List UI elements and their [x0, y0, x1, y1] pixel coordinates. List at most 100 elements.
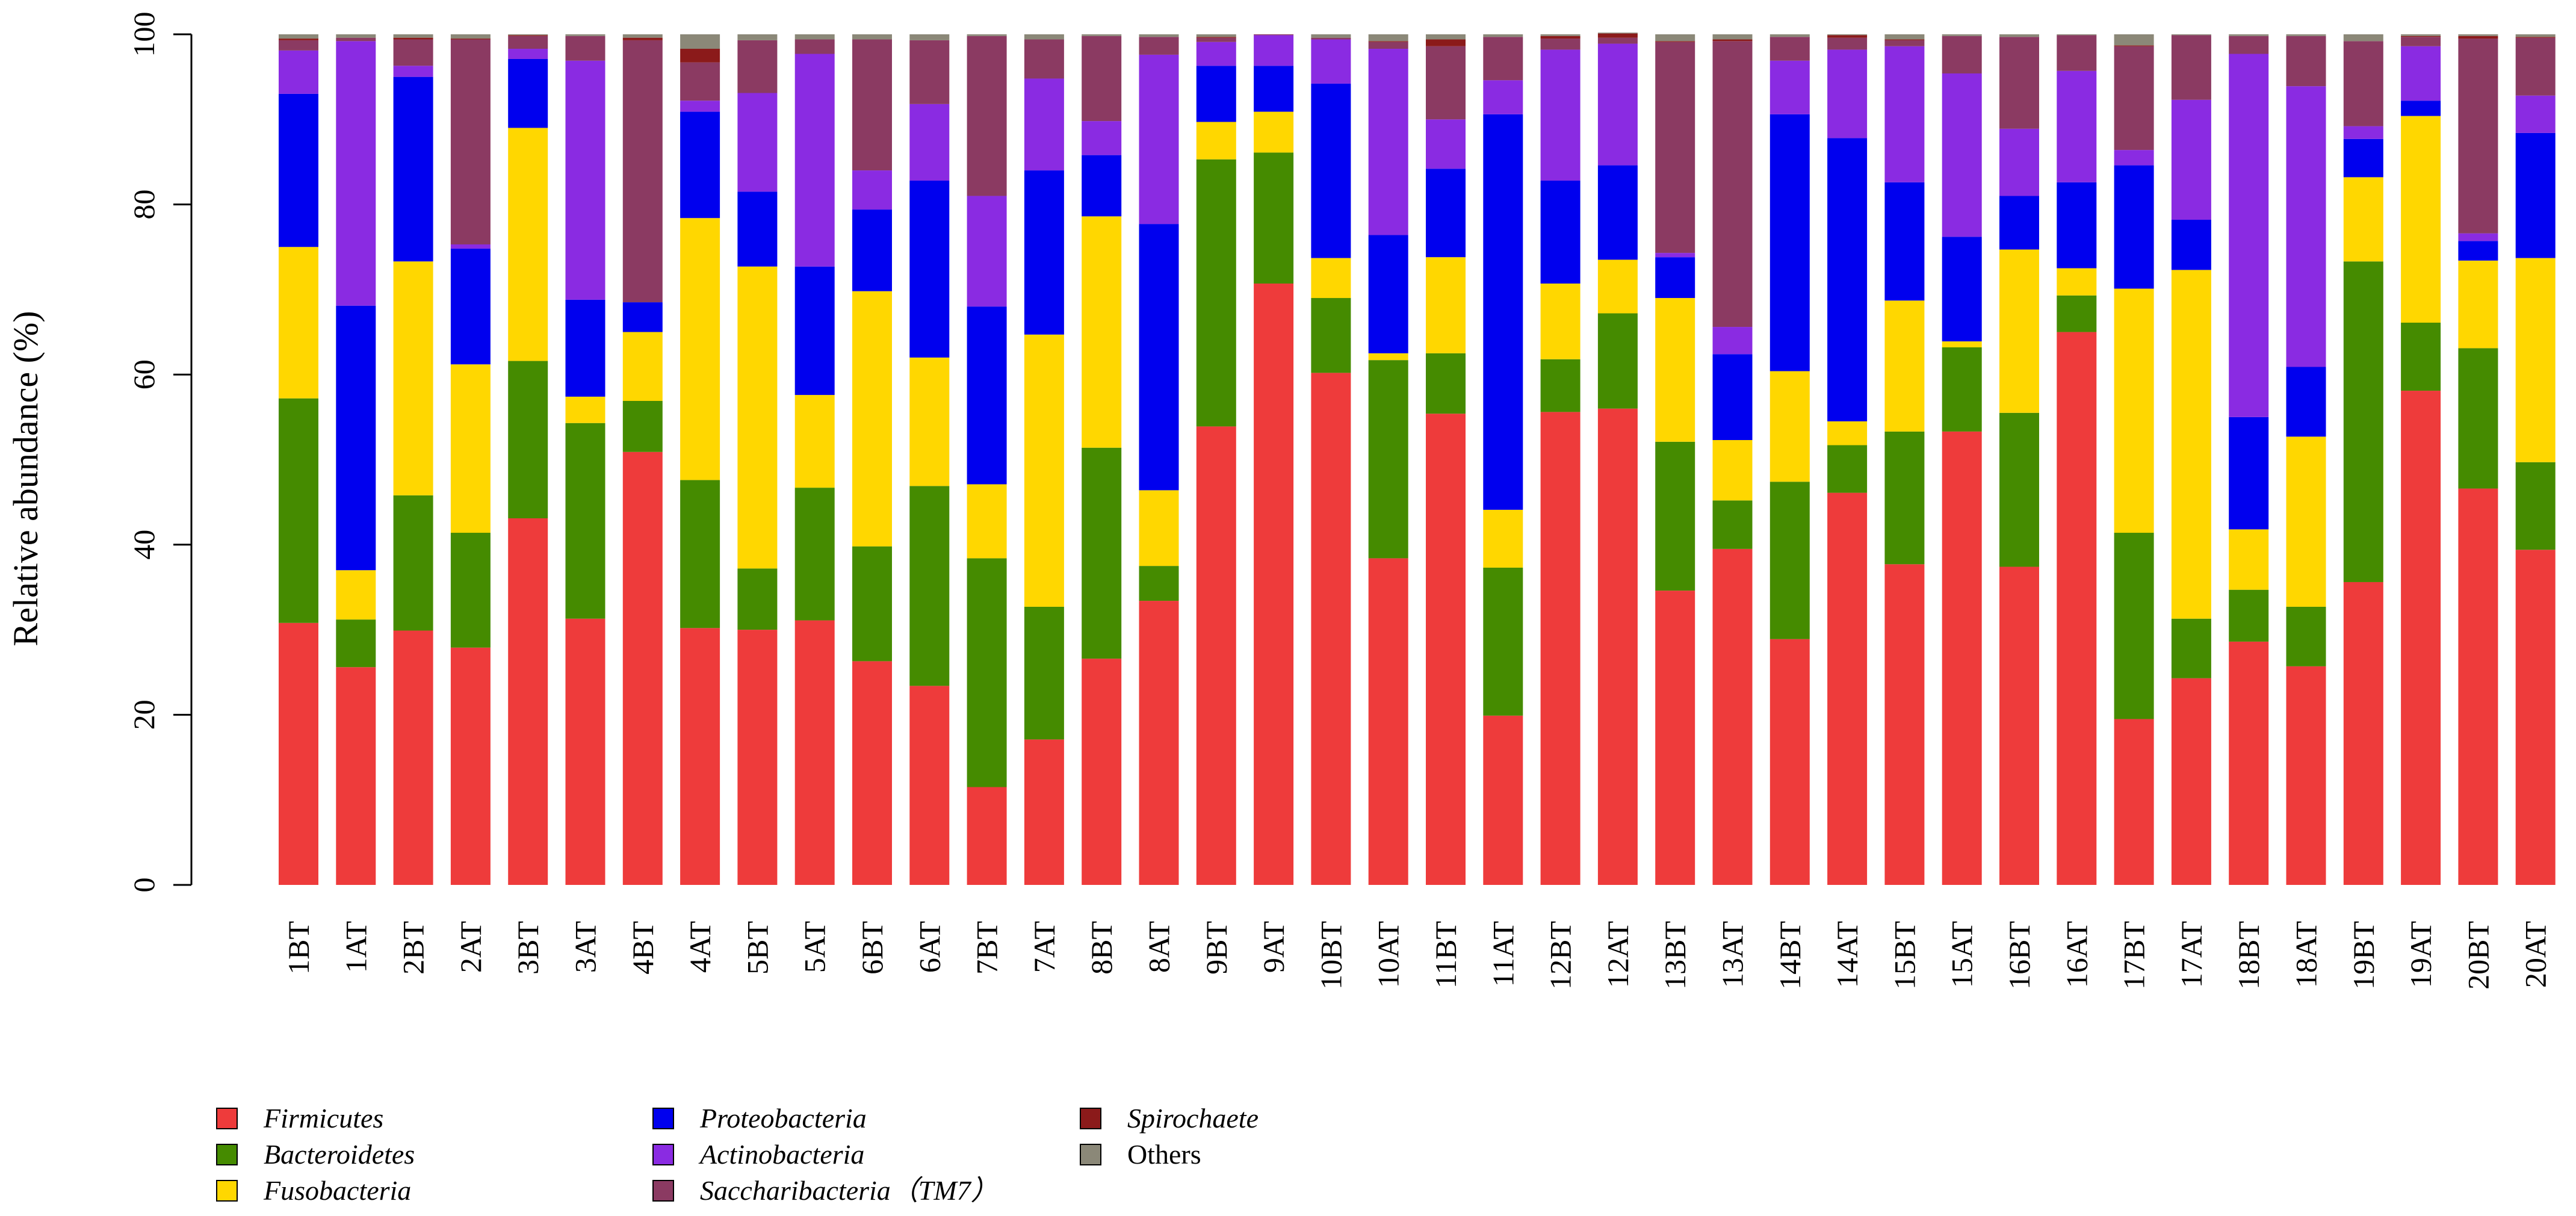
x-tick-label: 10AT: [1372, 921, 1405, 988]
bar-segment-14BT-4: [1769, 60, 1810, 114]
bar-segment-18AT-2: [2286, 436, 2326, 607]
x-tick-label: 14AT: [1830, 921, 1864, 988]
x-tick-label: 14BT: [1773, 921, 1807, 990]
bar-segment-6AT-5: [909, 40, 950, 104]
bar-segment-3AT-4: [565, 60, 605, 300]
bar-segment-2AT-1: [450, 533, 491, 648]
bar-segment-6BT-7: [852, 34, 892, 40]
bar-segment-1AT-5: [336, 37, 376, 42]
bar-segment-18BT-5: [2229, 36, 2269, 54]
bar-segment-13BT-3: [1655, 257, 1695, 299]
bar-stack-3AT: [565, 34, 605, 885]
bar-segment-1AT-2: [336, 570, 376, 620]
bar-segment-13BT-6: [1655, 41, 1695, 42]
bar-segment-17BT-5: [2114, 46, 2154, 150]
bar-segment-10AT-2: [1368, 353, 1408, 361]
bar-segment-2AT-5: [450, 39, 491, 245]
bar-segment-5BT-0: [737, 630, 778, 885]
x-tick-label: 17AT: [2175, 921, 2208, 988]
bar-segment-4AT-4: [680, 101, 720, 112]
legend-item-5: Saccharibacteria（TM7）: [652, 1175, 999, 1206]
bar-segment-19AT-5: [2401, 37, 2441, 46]
y-tick-label: 20: [127, 700, 161, 730]
bar-stack-19BT: [2343, 34, 2383, 885]
bar-segment-6BT-1: [852, 546, 892, 662]
bar-segment-14BT-0: [1769, 639, 1810, 885]
bar-segment-13AT-7: [1712, 34, 1753, 40]
bar-stack-4AT: [680, 34, 720, 885]
bar-segment-8BT-3: [1082, 155, 1122, 217]
bar-segment-17BT-4: [2114, 150, 2154, 166]
bar-stack-15BT: [1884, 34, 1925, 885]
bar-segment-11AT-2: [1483, 509, 1523, 568]
bar-segment-11BT-5: [1426, 46, 1466, 120]
bar-segment-3AT-1: [565, 423, 605, 619]
legend-swatch: [216, 1180, 238, 1202]
bar-segment-4BT-5: [622, 40, 663, 303]
bar-segment-5BT-3: [737, 191, 778, 267]
bar-segment-19AT-4: [2401, 46, 2441, 101]
bar-segment-4AT-2: [680, 218, 720, 480]
bar-segment-13BT-2: [1655, 298, 1695, 442]
bar-stack-10AT: [1368, 34, 1408, 885]
legend-label: Bacteroidetes: [264, 1139, 415, 1170]
bar-stack-18AT: [2286, 34, 2326, 885]
bar-segment-11BT-2: [1426, 257, 1466, 353]
bar-segment-15BT-6: [1884, 39, 1925, 40]
bar-segment-3AT-5: [565, 36, 605, 61]
bar-segment-19BT-0: [2343, 582, 2383, 885]
bar-segment-15BT-5: [1884, 40, 1925, 46]
bar-segment-12AT-6: [1597, 33, 1638, 38]
bar-segment-19BT-7: [2343, 34, 2383, 42]
bar-segment-16BT-3: [1999, 196, 2039, 250]
bar-segment-15AT-0: [1942, 431, 1982, 885]
x-tick-label: 9AT: [1257, 921, 1290, 973]
bar-segment-13BT-0: [1655, 591, 1695, 885]
x-tick-label: 1BT: [282, 921, 315, 975]
bar-segment-12BT-7: [1540, 34, 1581, 36]
bar-segment-8BT-1: [1082, 447, 1122, 659]
bar-segment-2AT-2: [450, 364, 491, 533]
bar-segment-13BT-5: [1655, 42, 1695, 253]
x-tick-label: 10BT: [1314, 921, 1348, 990]
x-tick-label: 1AT: [339, 921, 373, 973]
bar-segment-7AT-0: [1024, 739, 1064, 885]
bar-segment-8BT-2: [1082, 216, 1122, 448]
legend-item-7: Others: [1080, 1139, 1201, 1170]
bar-segment-13AT-2: [1712, 440, 1753, 501]
bar-segment-15BT-4: [1884, 46, 1925, 182]
bar-segment-19BT-1: [2343, 261, 2383, 582]
legend-item-1: Bacteroidetes: [216, 1139, 415, 1170]
bar-segment-5BT-2: [737, 266, 778, 569]
bar-segment-2BT-0: [393, 630, 433, 885]
x-tick-label: 9BT: [1200, 921, 1233, 975]
bar-segment-18AT-5: [2286, 36, 2326, 87]
bar-segment-11BT-0: [1426, 414, 1466, 885]
bar-segment-10AT-1: [1368, 360, 1408, 559]
bar-stack-10BT: [1311, 34, 1351, 885]
bar-segment-8BT-7: [1082, 34, 1122, 36]
bar-segment-3AT-7: [565, 34, 605, 36]
bar-segment-7BT-4: [967, 196, 1007, 307]
bar-segment-20BT-7: [2458, 34, 2498, 36]
bar-segment-2BT-6: [393, 37, 433, 40]
bar-segment-7BT-0: [967, 787, 1007, 885]
x-tick-label: 19AT: [2404, 921, 2438, 988]
bar-segment-3AT-2: [565, 396, 605, 423]
bar-segment-9AT-3: [1254, 66, 1294, 112]
bar-segment-16AT-3: [2057, 182, 2097, 268]
bar-segment-1AT-7: [336, 34, 376, 38]
bar-segment-1BT-7: [279, 34, 318, 39]
bar-segment-16BT-0: [1999, 566, 2039, 885]
bar-segment-6BT-4: [852, 170, 892, 210]
bar-segment-8AT-7: [1139, 34, 1179, 37]
bar-segment-20BT-5: [2458, 39, 2498, 234]
bar-segment-10AT-0: [1368, 558, 1408, 885]
bar-segment-7BT-5: [967, 36, 1007, 196]
bar-segment-3BT-7: [508, 34, 548, 36]
y-tick-label: 100: [127, 12, 161, 57]
bar-stack-7AT: [1024, 34, 1064, 885]
x-tick-label: 2BT: [397, 921, 430, 975]
bar-segment-3BT-3: [508, 58, 548, 128]
bar-segment-7AT-5: [1024, 39, 1064, 79]
